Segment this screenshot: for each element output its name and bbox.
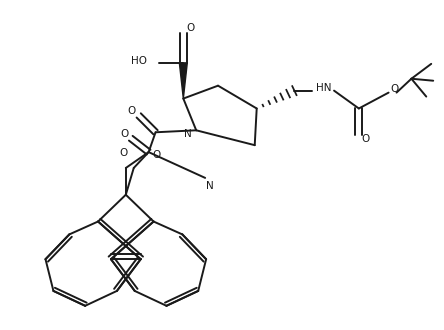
Text: O: O bbox=[186, 23, 194, 33]
Text: HO: HO bbox=[131, 56, 147, 66]
Text: HN: HN bbox=[317, 82, 332, 93]
Text: O: O bbox=[362, 134, 370, 144]
Text: O: O bbox=[120, 148, 128, 158]
Text: O: O bbox=[152, 150, 161, 160]
Polygon shape bbox=[179, 63, 187, 99]
Text: O: O bbox=[390, 83, 399, 94]
Text: N: N bbox=[206, 181, 214, 191]
Text: O: O bbox=[127, 107, 136, 116]
Text: N: N bbox=[184, 129, 192, 139]
Text: O: O bbox=[121, 129, 129, 139]
